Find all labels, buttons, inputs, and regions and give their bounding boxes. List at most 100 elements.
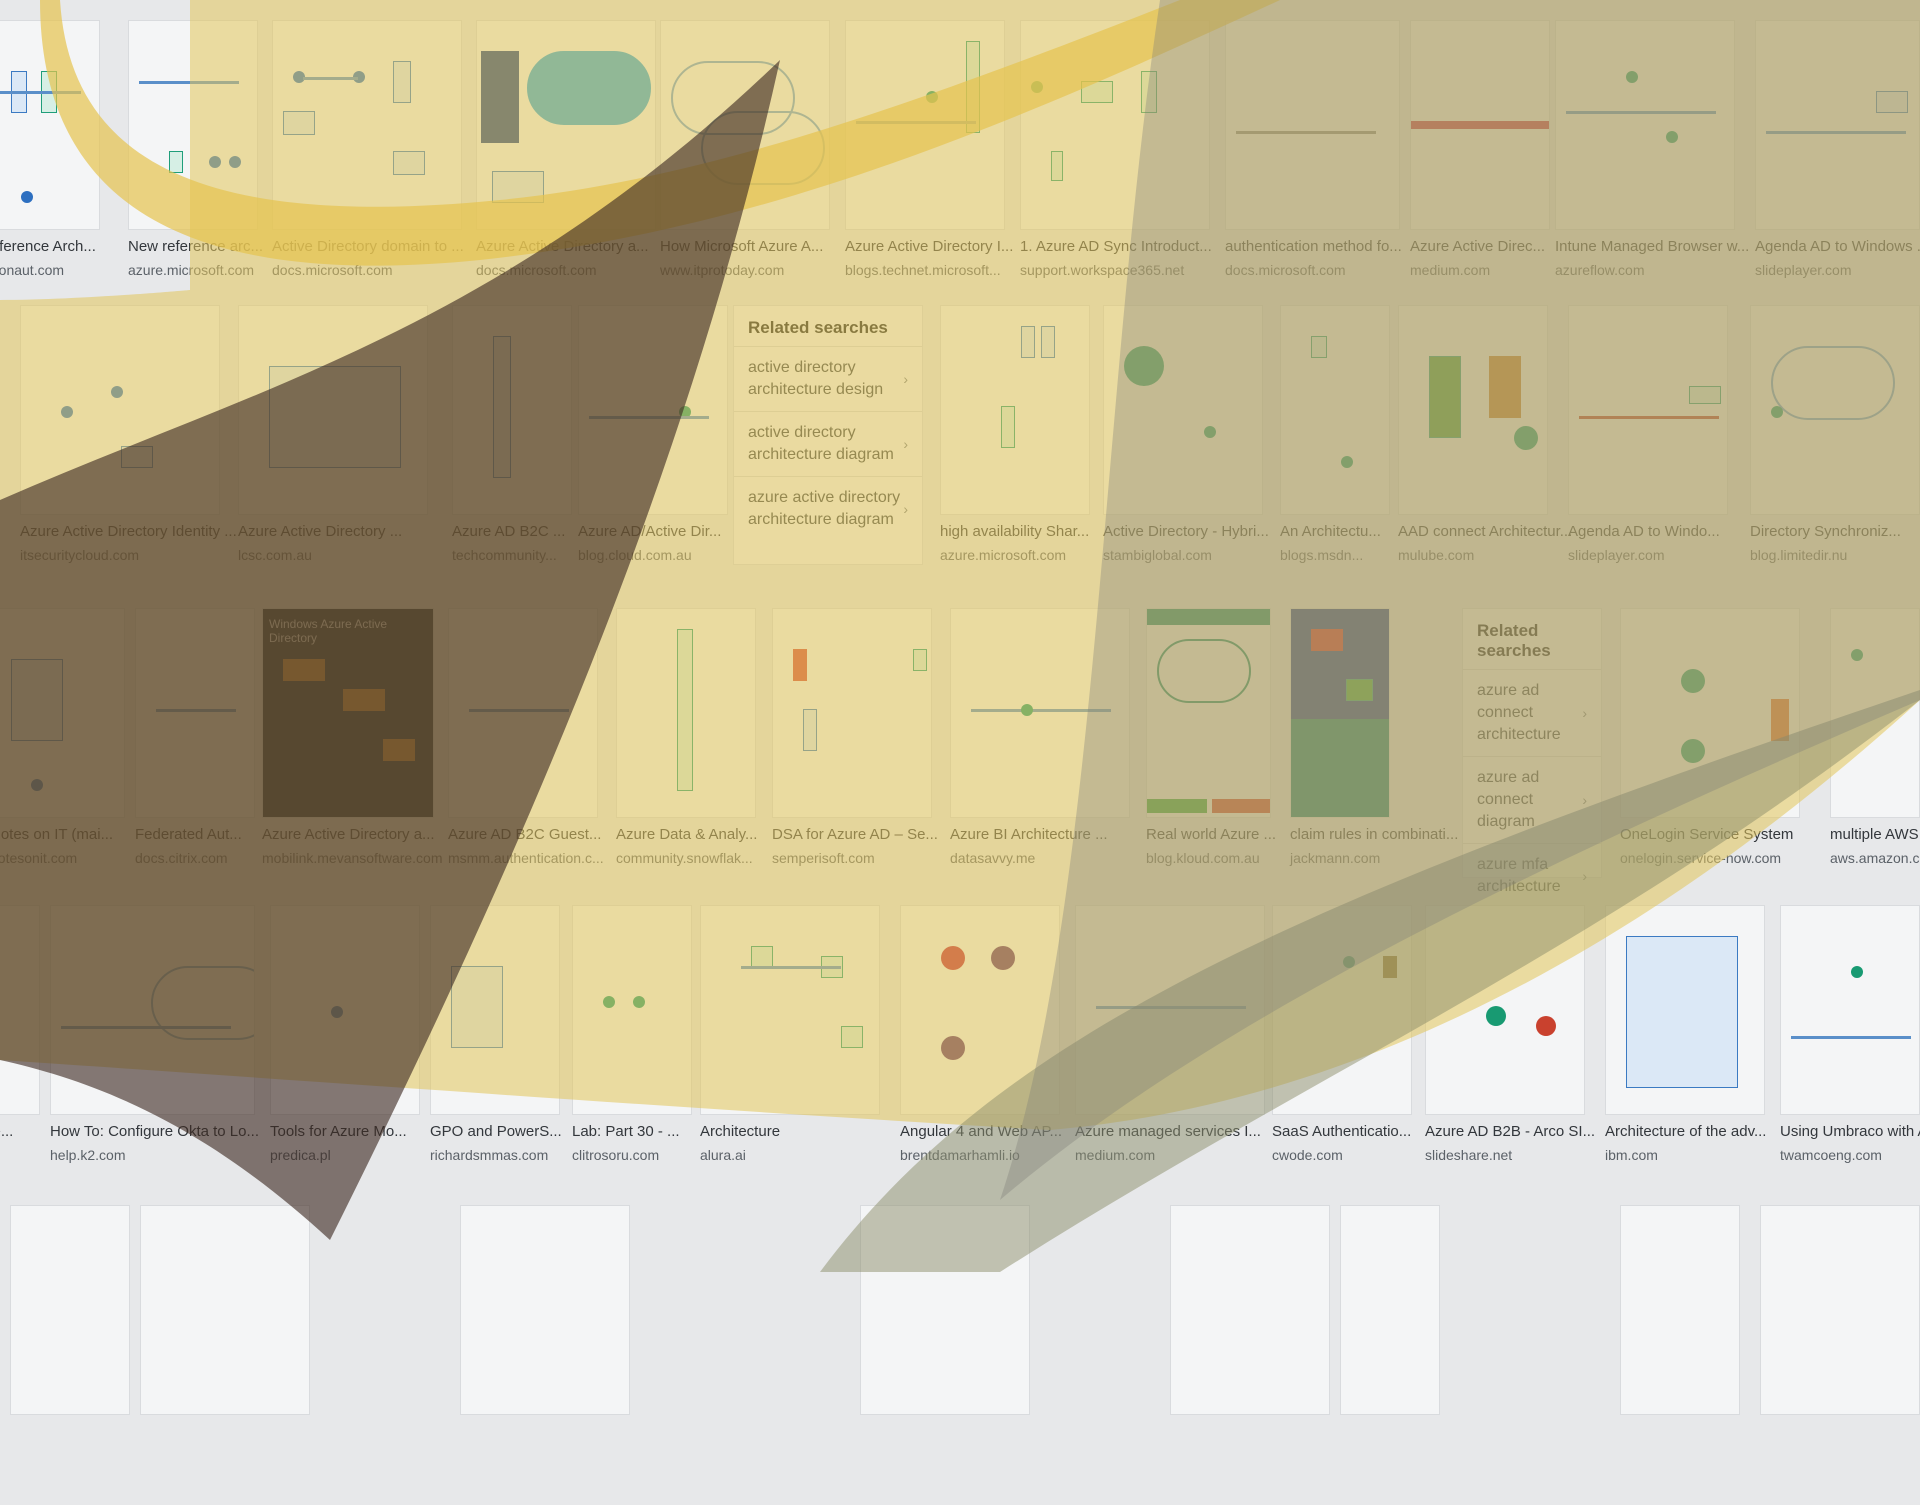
- related-search-label[interactable]: azure active directory architecture diag…: [748, 489, 901, 528]
- result-caption[interactable]: How To: Configure Okta to Lo...: [50, 1123, 259, 1140]
- result-caption[interactable]: GPO and PowerS...: [430, 1123, 562, 1140]
- result-caption[interactable]: Directory Synchroniz...: [1750, 523, 1901, 540]
- related-search-label[interactable]: azure ad connect architecture: [1477, 682, 1561, 743]
- result-caption[interactable]: high availability Shar...: [940, 523, 1090, 540]
- result-caption[interactable]: An Architectu...: [1280, 523, 1381, 540]
- result-thumbnail[interactable]: [950, 608, 1130, 818]
- result-caption[interactable]: multiple AWS ...: [1830, 826, 1920, 843]
- result-thumbnail[interactable]: [900, 905, 1060, 1115]
- result-caption[interactable]: Azure Active Directory a...: [262, 826, 435, 843]
- result-thumbnail[interactable]: [572, 905, 692, 1115]
- result-caption[interactable]: Azure AD B2C ...: [452, 523, 566, 540]
- result-thumbnail[interactable]: [238, 305, 428, 515]
- result-thumbnail[interactable]: [460, 1205, 630, 1415]
- result-thumbnail[interactable]: [1290, 608, 1390, 818]
- result-thumbnail[interactable]: [0, 608, 125, 818]
- result-thumbnail[interactable]: [20, 305, 220, 515]
- result-thumbnail[interactable]: [940, 305, 1090, 515]
- result-caption[interactable]: Azure Active Directory I...: [845, 238, 1014, 255]
- result-caption[interactable]: Azure Active Directory ...: [238, 523, 403, 540]
- result-caption[interactable]: Azure Active Direc...: [1410, 238, 1546, 255]
- result-caption[interactable]: Architecture of the adv...: [1605, 1123, 1767, 1140]
- result-thumbnail[interactable]: [1755, 20, 1920, 230]
- related-search-item[interactable]: azure active directory architecture diag…: [734, 476, 922, 541]
- result-thumbnail[interactable]: [476, 20, 656, 230]
- result-caption[interactable]: 1. Azure AD Sync Introduct...: [1020, 238, 1212, 255]
- result-thumbnail[interactable]: [1225, 20, 1400, 230]
- result-thumbnail[interactable]: [1425, 905, 1585, 1115]
- result-thumbnail[interactable]: [860, 1205, 1030, 1415]
- result-thumbnail[interactable]: [128, 20, 258, 230]
- result-thumbnail[interactable]: Windows Azure Active Directory: [262, 608, 434, 818]
- result-caption[interactable]: Agenda AD to Windo...: [1568, 523, 1720, 540]
- result-thumbnail[interactable]: [1568, 305, 1728, 515]
- result-caption[interactable]: Me...: [0, 1123, 14, 1140]
- result-caption[interactable]: Using Umbraco with A...: [1780, 1123, 1920, 1140]
- result-caption[interactable]: Azure BI Architecture ...: [950, 826, 1108, 843]
- result-thumbnail[interactable]: [270, 905, 420, 1115]
- result-thumbnail[interactable]: [1272, 905, 1412, 1115]
- result-thumbnail[interactable]: [1020, 20, 1210, 230]
- result-thumbnail[interactable]: [448, 608, 598, 818]
- result-caption[interactable]: Real world Azure ...: [1146, 826, 1277, 843]
- related-search-label[interactable]: azure mfa architecture: [1477, 856, 1561, 895]
- result-thumbnail[interactable]: [1103, 305, 1263, 515]
- result-thumbnail[interactable]: [140, 1205, 310, 1415]
- result-caption[interactable]: OneLogin Service System: [1620, 826, 1794, 843]
- result-thumbnail[interactable]: [1780, 905, 1920, 1115]
- result-thumbnail[interactable]: [1605, 905, 1765, 1115]
- result-caption[interactable]: Azure AD/Active Dir...: [578, 523, 722, 540]
- result-caption[interactable]: Azure managed services I...: [1075, 1123, 1261, 1140]
- result-thumbnail[interactable]: [430, 905, 560, 1115]
- result-thumbnail[interactable]: [1750, 305, 1920, 515]
- result-thumbnail[interactable]: [772, 608, 932, 818]
- result-caption[interactable]: SaaS Authenticatio...: [1272, 1123, 1412, 1140]
- result-caption[interactable]: DSA for Azure AD – Se...: [772, 826, 938, 843]
- result-caption[interactable]: Azure Active Directory Identity ...: [20, 523, 237, 540]
- result-caption[interactable]: claim rules in combinati...: [1290, 826, 1459, 843]
- result-caption[interactable]: Angular 4 and Web AP...: [900, 1123, 1063, 1140]
- result-caption[interactable]: New reference arc...: [128, 238, 264, 255]
- result-caption[interactable]: Active Directory domain to ...: [272, 238, 464, 255]
- result-thumbnail[interactable]: [578, 305, 728, 515]
- result-caption[interactable]: Notes on IT (mai...: [0, 826, 114, 843]
- result-caption[interactable]: Federated Aut...: [135, 826, 242, 843]
- result-caption[interactable]: authentication method fo...: [1225, 238, 1402, 255]
- result-thumbnail[interactable]: [452, 305, 572, 515]
- related-search-item[interactable]: azure mfa architecture ›: [1463, 843, 1601, 908]
- result-caption[interactable]: Azure AD B2B - Arco SI...: [1425, 1123, 1596, 1140]
- result-thumbnail[interactable]: [616, 608, 756, 818]
- result-thumbnail[interactable]: [1280, 305, 1390, 515]
- related-search-label[interactable]: active directory architecture diagram: [748, 424, 894, 463]
- result-thumbnail[interactable]: [135, 608, 255, 818]
- related-search-label[interactable]: active directory architecture design: [748, 359, 884, 398]
- result-thumbnail[interactable]: [1620, 608, 1800, 818]
- result-thumbnail[interactable]: [1830, 608, 1920, 818]
- result-caption[interactable]: Intune Managed Browser w...: [1555, 238, 1750, 255]
- result-thumbnail[interactable]: [50, 905, 255, 1115]
- related-search-item[interactable]: active directory architecture diagram ›: [734, 411, 922, 476]
- result-caption[interactable]: Lab: Part 30 - ...: [572, 1123, 680, 1140]
- result-caption[interactable]: How Microsoft Azure A...: [660, 238, 824, 255]
- result-thumbnail[interactable]: [660, 20, 830, 230]
- related-search-item[interactable]: active directory architecture design ›: [734, 346, 922, 411]
- result-thumbnail[interactable]: [1398, 305, 1548, 515]
- result-thumbnail[interactable]: [1555, 20, 1735, 230]
- result-caption[interactable]: Azure Active Directory a...: [476, 238, 649, 255]
- result-thumbnail[interactable]: [700, 905, 880, 1115]
- result-thumbnail[interactable]: [845, 20, 1005, 230]
- result-thumbnail[interactable]: [1170, 1205, 1330, 1415]
- result-thumbnail[interactable]: [1075, 905, 1265, 1115]
- result-thumbnail[interactable]: [0, 905, 40, 1115]
- result-caption[interactable]: Azure AD B2C Guest...: [448, 826, 602, 843]
- result-caption[interactable]: Agenda AD to Windows ...: [1755, 238, 1920, 255]
- result-caption[interactable]: Reference Arch...: [0, 238, 96, 255]
- result-thumbnail[interactable]: [1410, 20, 1550, 230]
- related-search-item[interactable]: azure ad connect architecture ›: [1463, 669, 1601, 756]
- result-caption[interactable]: Architecture: [700, 1123, 781, 1140]
- result-thumbnail[interactable]: [1760, 1205, 1920, 1415]
- result-thumbnail[interactable]: [1146, 608, 1271, 818]
- result-caption[interactable]: AAD connect Architectur...: [1398, 523, 1573, 540]
- related-search-label[interactable]: azure ad connect diagram: [1477, 769, 1540, 830]
- result-thumbnail[interactable]: [1340, 1205, 1440, 1415]
